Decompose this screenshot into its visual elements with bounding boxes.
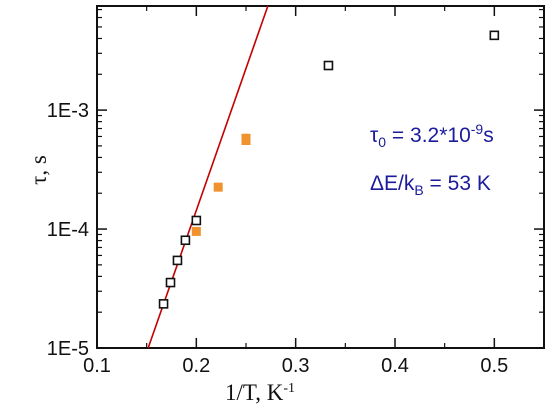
y-tick-label: 1E-5: [47, 338, 89, 360]
open-square-point: [165, 277, 176, 288]
fit-layer: [147, 5, 269, 349]
annotation-tau0: τ0 = 3.2*10-9s: [370, 121, 494, 150]
y-tick-label: 1E-4: [47, 219, 89, 241]
open-square-point: [180, 235, 191, 246]
annotation-energy: ΔE/kB = 53 K: [370, 172, 491, 198]
x-axis-title-base: 1/T, K: [225, 380, 284, 405]
open-square-point: [172, 255, 183, 266]
x-tick-label: 0.2: [182, 355, 210, 377]
filled-square-point: [241, 133, 251, 143]
x-axis-title: 1/T, K-1: [225, 380, 295, 405]
x-tick-label: 0.5: [480, 355, 508, 377]
annotation-energy-subscript: B: [414, 182, 423, 198]
open-square-point: [158, 299, 169, 309]
ticks-layer: 0.1 0.2 0.3 0.4 0.5 1E-5 1E-4 1E-3: [47, 6, 545, 377]
y-tick-label: 1E-3: [47, 100, 89, 122]
filled-square-point: [191, 226, 201, 236]
annotation-tau0-symbol: τ: [370, 124, 379, 147]
plot-frame: [96, 5, 545, 349]
x-tick-label: 0.1: [83, 355, 111, 377]
open-square-point: [191, 215, 202, 226]
annotation-tau0-end: s: [483, 124, 494, 147]
annotation-tau0-subscript: 0: [378, 134, 386, 150]
open-square-point: [323, 60, 334, 71]
x-tick-label: 0.3: [282, 355, 310, 377]
annotation-energy-prefix: ΔE/k: [370, 172, 415, 195]
open-square-point: [489, 30, 500, 41]
fit-line: [147, 5, 269, 349]
annotation-tau0-middle: = 3.2*10: [386, 124, 471, 147]
axes-layer: [96, 5, 545, 349]
filled-square-point: [213, 182, 223, 192]
y-axis-title: τ, s: [26, 155, 51, 185]
x-axis-title-superscript: -1: [283, 381, 295, 396]
annotation-energy-suffix: = 53 K: [424, 172, 491, 195]
annotation-tau0-superscript: -9: [471, 121, 484, 137]
points-layer: [158, 30, 500, 309]
x-tick-label: 0.4: [381, 355, 409, 377]
